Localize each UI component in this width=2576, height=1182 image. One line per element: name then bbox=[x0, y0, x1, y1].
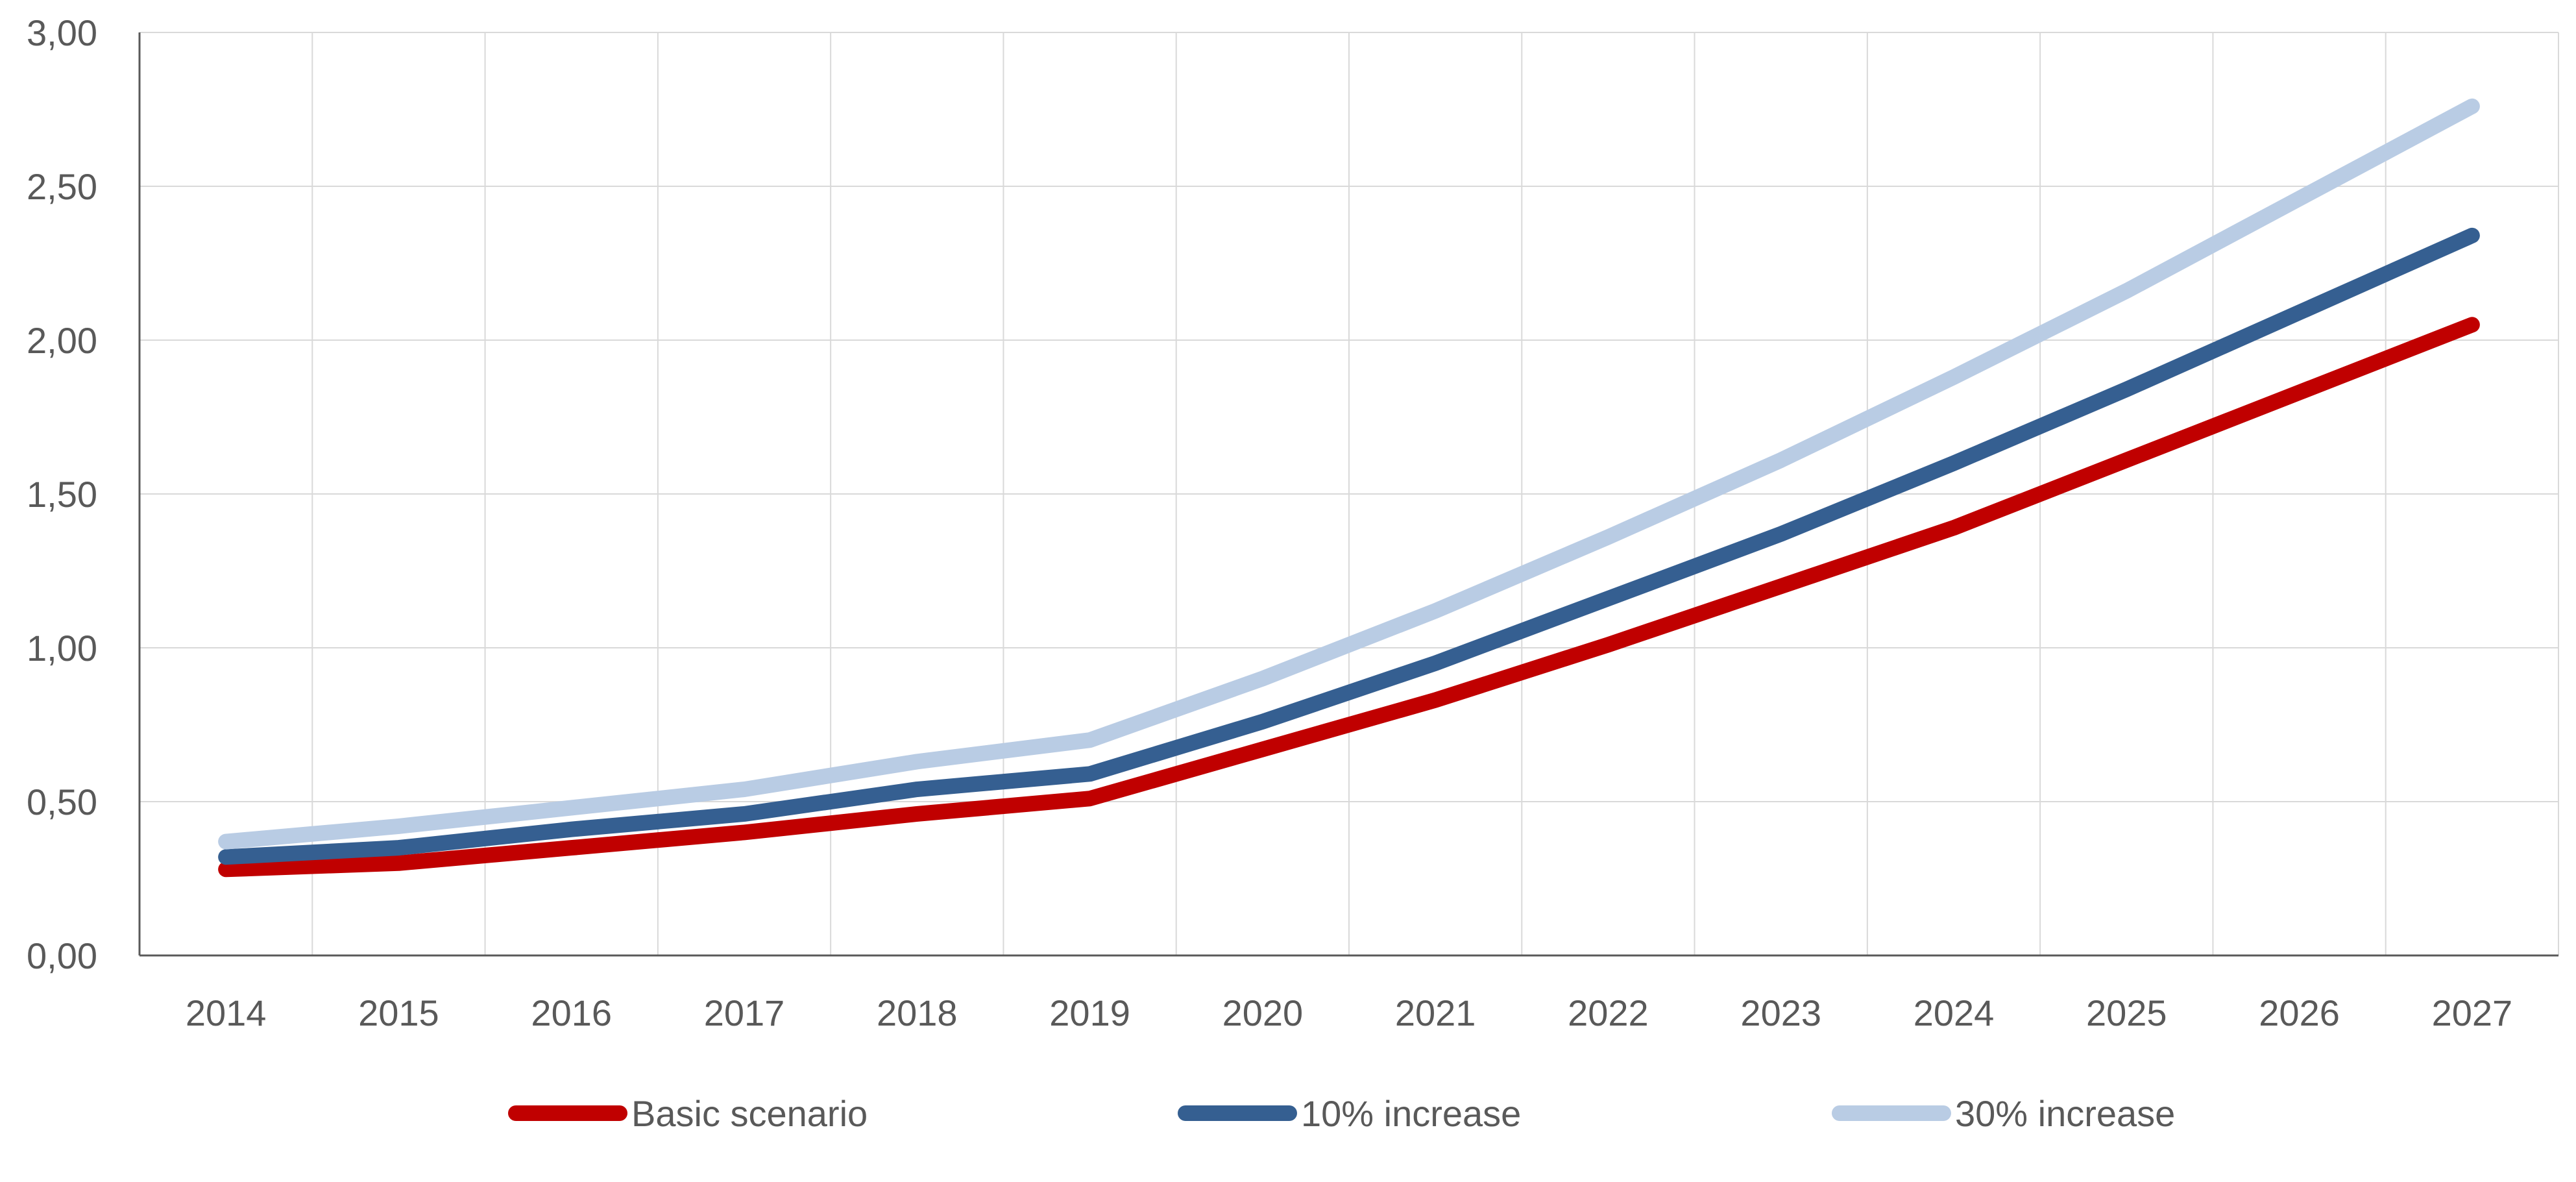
x-tick-label: 2026 bbox=[2259, 992, 2340, 1033]
x-tick-label: 2023 bbox=[1740, 992, 1821, 1033]
series-line-3 bbox=[218, 98, 2480, 850]
legend: Basic scenario 10% increase 30% increase bbox=[508, 1093, 2175, 1134]
y-tick-label: 3,00 bbox=[27, 12, 97, 53]
x-tick-label: 2020 bbox=[1222, 992, 1304, 1033]
x-tick-label: 2022 bbox=[1568, 992, 1649, 1033]
y-tick-label: 2,50 bbox=[27, 166, 97, 207]
series-line-1 bbox=[218, 317, 2480, 878]
series-line-2 bbox=[218, 227, 2480, 865]
x-tick-label: 2018 bbox=[877, 992, 958, 1033]
x-tick-labels: 2014 2015 2016 2017 2018 2019 2020 2021 2022 2023… bbox=[186, 992, 2512, 1033]
series-lines bbox=[218, 98, 2480, 878]
legend-label-3: 30% increase bbox=[1955, 1093, 2175, 1134]
y-tick-label: 2,00 bbox=[27, 320, 97, 361]
x-tick-label: 2021 bbox=[1395, 992, 1476, 1033]
y-tick-label: 0,00 bbox=[27, 935, 97, 976]
x-tick-label: 2016 bbox=[531, 992, 612, 1033]
y-tick-labels: 0,00 0,50 1,00 1,50 2,00 2,50 3,00 bbox=[27, 12, 97, 976]
x-tick-label: 2017 bbox=[704, 992, 785, 1033]
x-tick-label: 2025 bbox=[2086, 992, 2167, 1033]
y-tick-label: 1,50 bbox=[27, 474, 97, 515]
y-tick-label: 0,50 bbox=[27, 782, 97, 822]
x-tick-label: 2027 bbox=[2432, 992, 2513, 1033]
axes bbox=[138, 32, 2558, 957]
x-tick-label: 2024 bbox=[1914, 992, 1995, 1033]
x-tick-label: 2015 bbox=[358, 992, 439, 1033]
legend-label-2: 10% increase bbox=[1301, 1093, 1521, 1134]
x-tick-label: 2014 bbox=[186, 992, 267, 1033]
grid bbox=[140, 32, 2559, 955]
y-tick-label: 1,00 bbox=[27, 628, 97, 669]
legend-label-1: Basic scenario bbox=[631, 1093, 868, 1134]
x-tick-label: 2019 bbox=[1049, 992, 1130, 1033]
